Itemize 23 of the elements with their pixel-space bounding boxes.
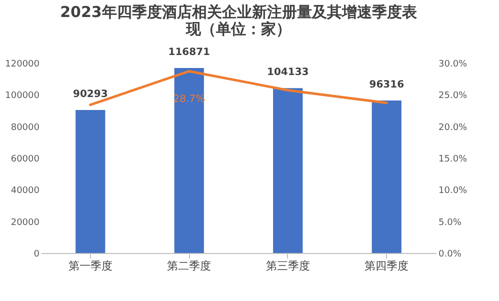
x-tick-label: 第一季度 [68,260,112,272]
x-tick-label: 第四季度 [364,260,409,272]
x-tick-label: 第三季度 [266,260,310,272]
data-label: 96316 [369,80,404,90]
y-tick-label: 0 [34,250,40,260]
chart-title: 2023年四季度酒店相关企业新注册量及其增速季度表现（单位：家） [60,2,418,38]
data-label: 90293 [72,89,108,100]
y2-tick-label: 5.0% [438,218,462,228]
y-tick-label: 40000 [10,186,40,196]
y2-tick-label: 15.0% [438,154,468,164]
x-tick-label: 第二季度 [167,260,212,272]
y2-tick-label: 30.0% [438,60,468,70]
data-label: 116871 [168,46,210,58]
y2-tick-label: 0.0% [438,250,462,260]
y-tick-label: 120000 [5,60,40,70]
y-tick-label: 60000 [10,154,40,164]
y-tick-label: 80000 [10,122,40,133]
data-label: 104133 [267,67,309,78]
y2-tick-label: 25.0% [438,91,468,102]
y2-tick-label: 20.0% [438,122,468,133]
y-tick-label: 100000 [5,91,40,102]
y-tick-label: 20000 [10,218,40,228]
y2-tick-label: 10.0% [438,186,468,196]
